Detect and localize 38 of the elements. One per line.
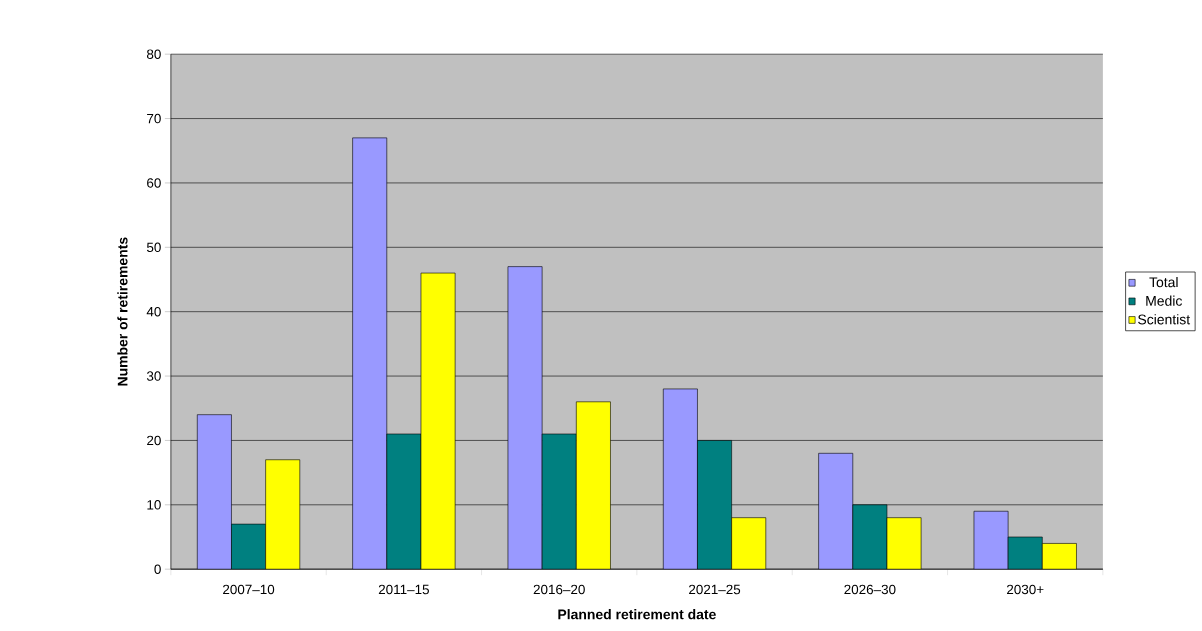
y-tick-label: 60 xyxy=(147,178,161,188)
y-tick-label: 40 xyxy=(146,306,161,317)
bar xyxy=(420,272,456,570)
y-tick-label: 0 xyxy=(154,564,161,574)
bar xyxy=(352,137,388,570)
x-tick-label: 2011–15 xyxy=(378,584,429,595)
bar xyxy=(818,453,854,570)
bar xyxy=(852,504,888,570)
legend-label: Total xyxy=(1149,276,1178,288)
bar xyxy=(541,433,577,570)
y-tick-label: 30 xyxy=(146,371,161,381)
y-tick-label: 20 xyxy=(147,435,161,446)
bar xyxy=(507,266,543,570)
bar xyxy=(196,414,232,570)
legend-label: Medic xyxy=(1146,295,1183,306)
x-tick-label: 2007–10 xyxy=(223,584,275,595)
y-axis-title: Number of retirements xyxy=(117,237,128,386)
bar xyxy=(731,517,767,570)
y-tick-label: 10 xyxy=(147,500,161,510)
y-tick-label: 50 xyxy=(146,242,161,253)
x-tick-label: 2030+ xyxy=(1007,584,1044,595)
bar xyxy=(662,388,698,570)
x-tick-label: 2016–20 xyxy=(533,584,585,595)
bar xyxy=(697,440,732,570)
bar xyxy=(973,510,1009,570)
bar xyxy=(1042,543,1077,570)
bar xyxy=(265,459,301,570)
x-tick-label: 2021–25 xyxy=(689,584,741,595)
x-tick-label: 2026–30 xyxy=(844,584,896,595)
y-tick-label: 80 xyxy=(146,49,161,59)
y-tick-label: 70 xyxy=(147,113,161,124)
bar xyxy=(386,433,422,570)
bar xyxy=(576,401,611,570)
bar xyxy=(1007,536,1043,570)
legend-label: Scientist xyxy=(1138,314,1191,325)
x-axis-title: Planned retirement date xyxy=(558,609,716,620)
bar xyxy=(886,517,922,570)
bar xyxy=(231,523,266,570)
